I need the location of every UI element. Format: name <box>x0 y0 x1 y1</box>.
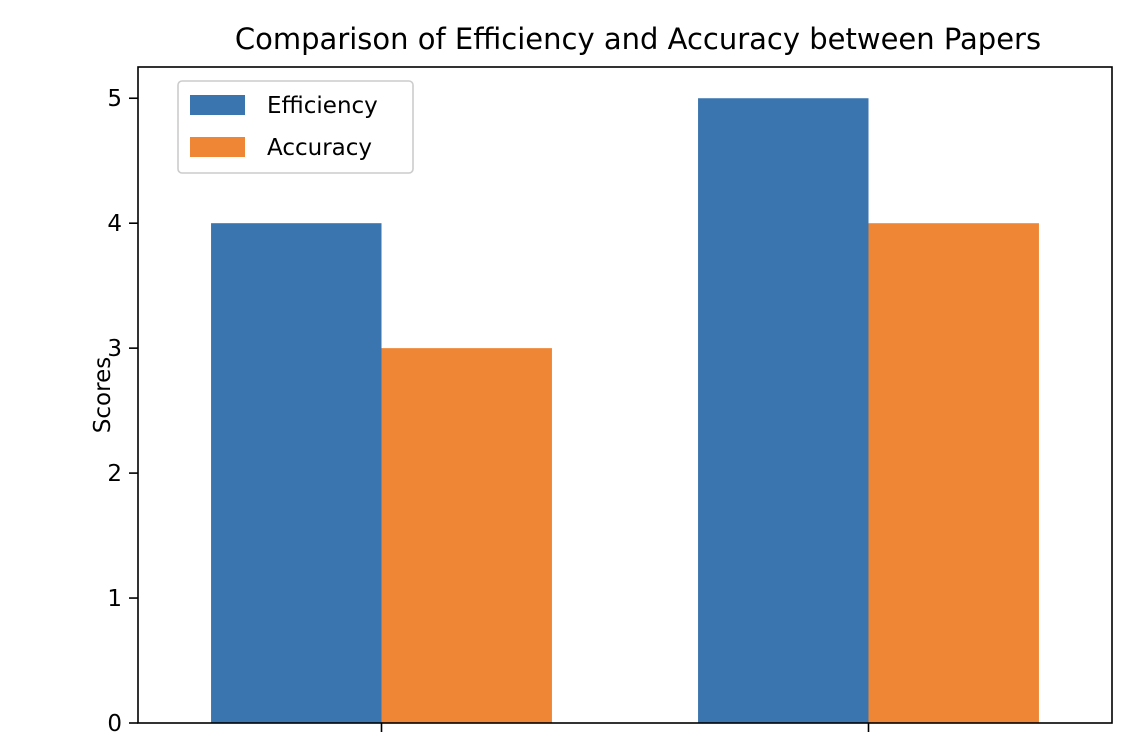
legend-label-efficiency: Efficiency <box>267 93 378 119</box>
bar-efficiency-0 <box>211 223 382 723</box>
legend-swatch-accuracy <box>190 137 245 157</box>
y-axis-label: Scores <box>90 357 116 433</box>
y-tick-label-5: 5 <box>107 86 122 112</box>
y-axis: 0 1 2 3 4 5 <box>107 86 138 737</box>
chart-title: Comparison of Efficiency and Accuracy be… <box>235 22 1041 56</box>
bar-accuracy-0 <box>381 348 552 723</box>
plot-frame <box>137 66 1113 724</box>
x-axis <box>380 723 870 732</box>
y-tick-label-4: 4 <box>107 211 122 237</box>
y-tick-label-3: 3 <box>107 336 122 362</box>
y-tick-label-0: 0 <box>107 711 122 737</box>
legend: Efficiency Accuracy <box>177 80 414 174</box>
legend-label-accuracy: Accuracy <box>267 135 372 161</box>
y-tick-label-1: 1 <box>107 586 122 612</box>
legend-swatch-efficiency <box>190 95 245 115</box>
y-tick-label-2: 2 <box>107 461 122 487</box>
bars-group <box>211 98 1039 723</box>
bar-accuracy-1 <box>868 223 1039 723</box>
bar-efficiency-1 <box>698 98 869 723</box>
